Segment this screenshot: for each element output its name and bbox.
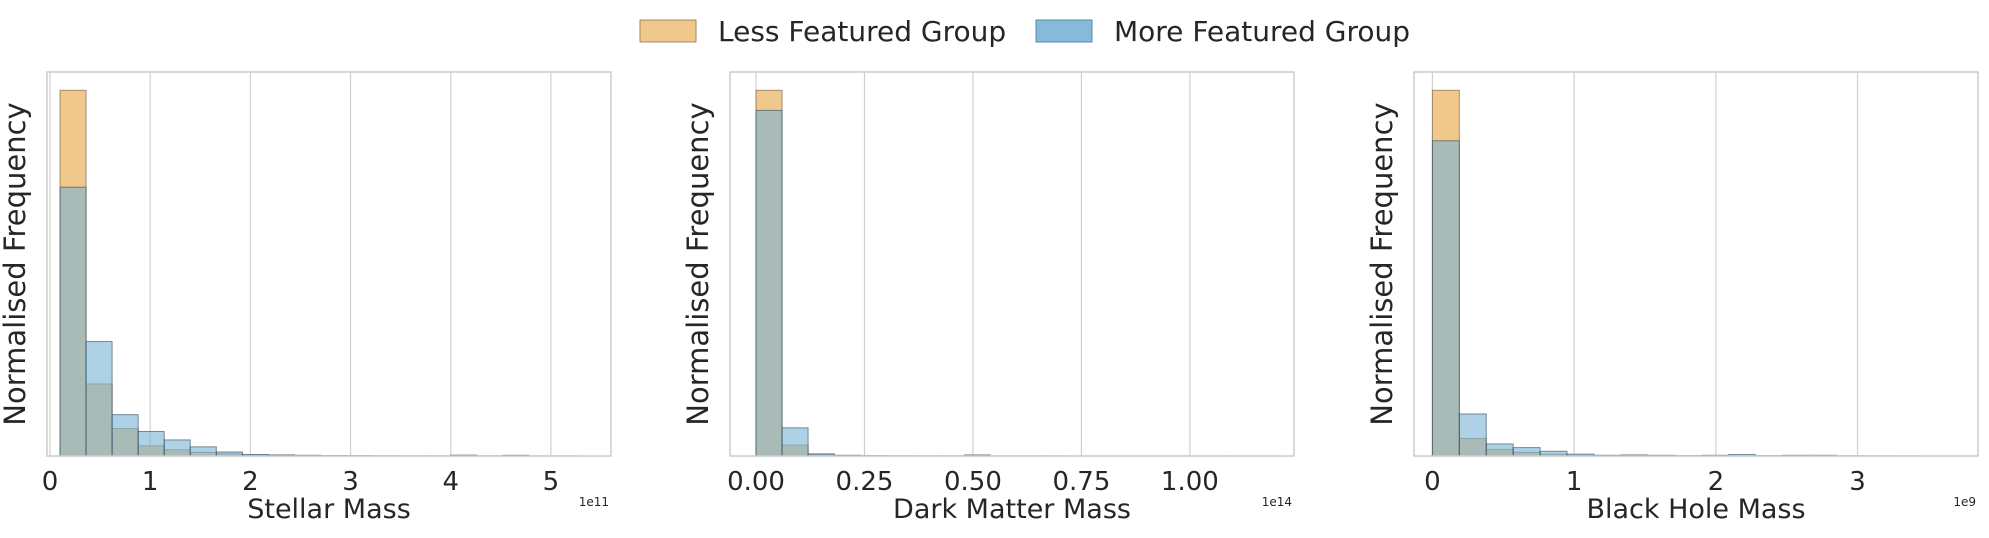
tick-label-black-hole-mass-1: 1 [1566,467,1583,497]
tick-label-stellar-mass-1: 1 [142,467,159,497]
bar-stellar-mass-more-2 [112,415,138,456]
tick-label-stellar-mass-4: 4 [442,467,459,497]
tick-label-stellar-mass-5: 5 [543,467,560,497]
tick-label-dark-matter-mass-1: 0.25 [836,467,894,497]
tick-label-stellar-mass-2: 2 [242,467,259,497]
bar-stellar-mass-more-4 [164,440,190,456]
panel-black-hole-mass: 0 1 2 3 Black Hole Mass 1e9 Normalised Frequen… [1365,72,1978,525]
tick-label-dark-matter-mass-2: 0.50 [944,467,1002,497]
y-axis-label-dark-matter-mass: Normalised Frequency [681,102,715,425]
x-axis-label-dark-matter-mass: Dark Matter Mass [893,494,1131,525]
x-offset-label-dark-matter-mass: 1e14 [1262,495,1292,509]
legend-swatch-more-featured [1036,20,1092,42]
tick-label-dark-matter-mass-0: 0.00 [727,467,785,497]
bar-black-hole-mass-more-0 [1432,141,1459,456]
x-axis-label-black-hole-mass: Black Hole Mass [1586,494,1805,525]
y-axis-label-stellar-mass: Normalised Frequency [0,102,32,425]
bar-dark-matter-mass-more-1 [782,428,808,456]
bar-stellar-mass-more-5 [190,447,216,456]
x-offset-label-black-hole-mass: 1e9 [1953,495,1976,509]
legend-label-more-featured: More Featured Group [1114,15,1410,48]
axes-frame-dark-matter-mass [730,72,1294,456]
axes-frame-black-hole-mass [1414,72,1978,456]
tick-label-stellar-mass-0: 0 [42,467,59,497]
legend: Less Featured Group More Featured Group [640,15,1410,48]
tick-label-black-hole-mass-3: 3 [1849,467,1866,497]
bar-dark-matter-mass-more-0 [756,110,782,456]
x-axis-label-stellar-mass: Stellar Mass [247,494,411,525]
tick-label-black-hole-mass-2: 2 [1708,467,1725,497]
x-offset-label-stellar-mass: 1e11 [579,495,609,509]
legend-label-less-featured: Less Featured Group [718,15,1006,48]
panel-stellar-mass: 0 1 2 3 4 5 Stellar Mass 1e11 Normalised Frequen… [0,72,611,525]
tick-label-dark-matter-mass-3: 0.75 [1052,467,1110,497]
bar-black-hole-mass-more-2 [1486,444,1513,456]
tick-label-stellar-mass-3: 3 [342,467,359,497]
bar-black-hole-mass-more-3 [1513,448,1540,456]
bar-stellar-mass-more-3 [138,431,164,456]
bar-black-hole-mass-more-1 [1459,414,1486,456]
tick-label-dark-matter-mass-4: 1.00 [1161,467,1219,497]
axes-frame-stellar-mass [47,72,611,456]
bar-stellar-mass-more-1 [86,342,112,456]
tick-label-black-hole-mass-0: 0 [1424,467,1441,497]
panel-dark-matter-mass: 0.00 0.25 0.50 0.75 1.00 Dark Matter Mass 1e14… [681,72,1294,525]
y-axis-label-black-hole-mass: Normalised Frequency [1365,102,1399,425]
legend-swatch-less-featured [640,20,696,42]
bar-stellar-mass-more-0 [60,187,86,456]
